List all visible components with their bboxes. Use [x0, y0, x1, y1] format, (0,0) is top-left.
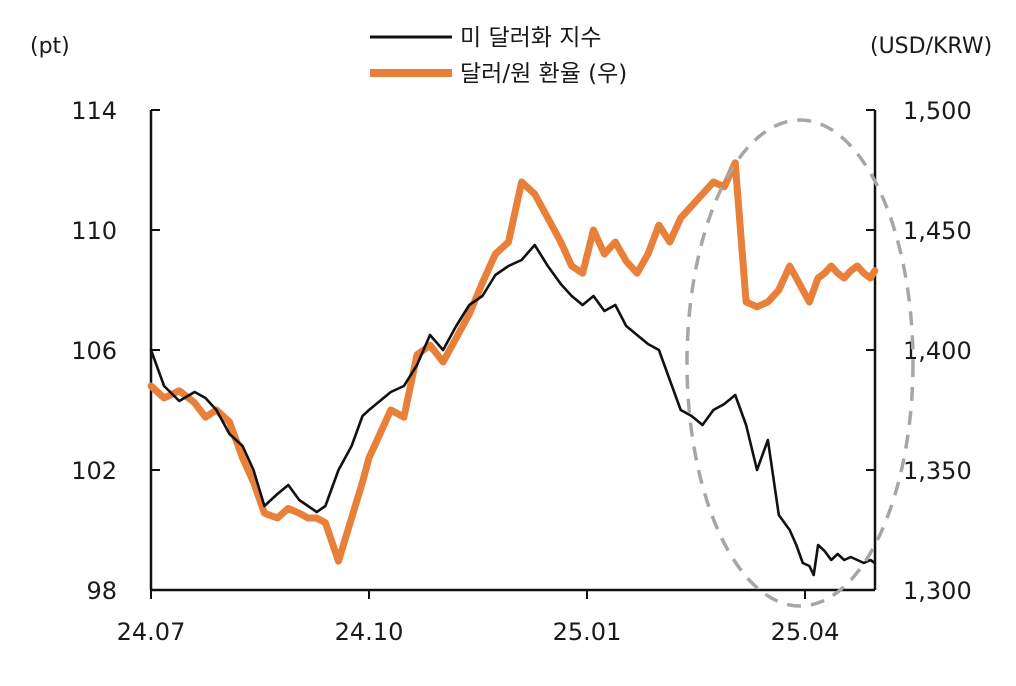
usdkrw-series-line: [147, 159, 879, 565]
x-tick-label: 24.10: [335, 618, 404, 646]
dollar-index-series-line: [149, 243, 877, 577]
left-axis-unit: (pt): [30, 34, 70, 59]
left-tick-label: 98: [86, 577, 117, 605]
x-tick-label: 24.07: [117, 618, 186, 646]
legend-label-usdkrw: 달러/원 환율 (우): [460, 61, 627, 87]
left-tick-label: 102: [71, 457, 117, 485]
x-tick-label: 25.04: [771, 618, 840, 646]
left-tick-label: 114: [71, 97, 117, 125]
x-tick-label: 25.01: [553, 618, 622, 646]
left-tick-label: 106: [71, 337, 117, 365]
right-tick-label: 1,300: [903, 577, 972, 605]
left-axis-ticks: 114 110 106 102 98: [71, 97, 160, 605]
x-axis-ticks: 24.07 24.10 25.01 25.04: [117, 590, 840, 646]
right-tick-label: 1,450: [903, 217, 972, 245]
left-tick-label: 110: [71, 217, 117, 245]
right-tick-label: 1,500: [903, 97, 972, 125]
right-axis-unit: (USD/KRW): [870, 34, 992, 59]
series-layer: [147, 159, 879, 577]
legend-label-dollar-index: 미 달러화 지수: [460, 25, 602, 51]
right-tick-label: 1,350: [903, 457, 972, 485]
highlight-ellipse: [685, 118, 915, 608]
axes: [149, 110, 877, 592]
legend: 미 달러화 지수 달러/원 환율 (우): [370, 25, 627, 87]
